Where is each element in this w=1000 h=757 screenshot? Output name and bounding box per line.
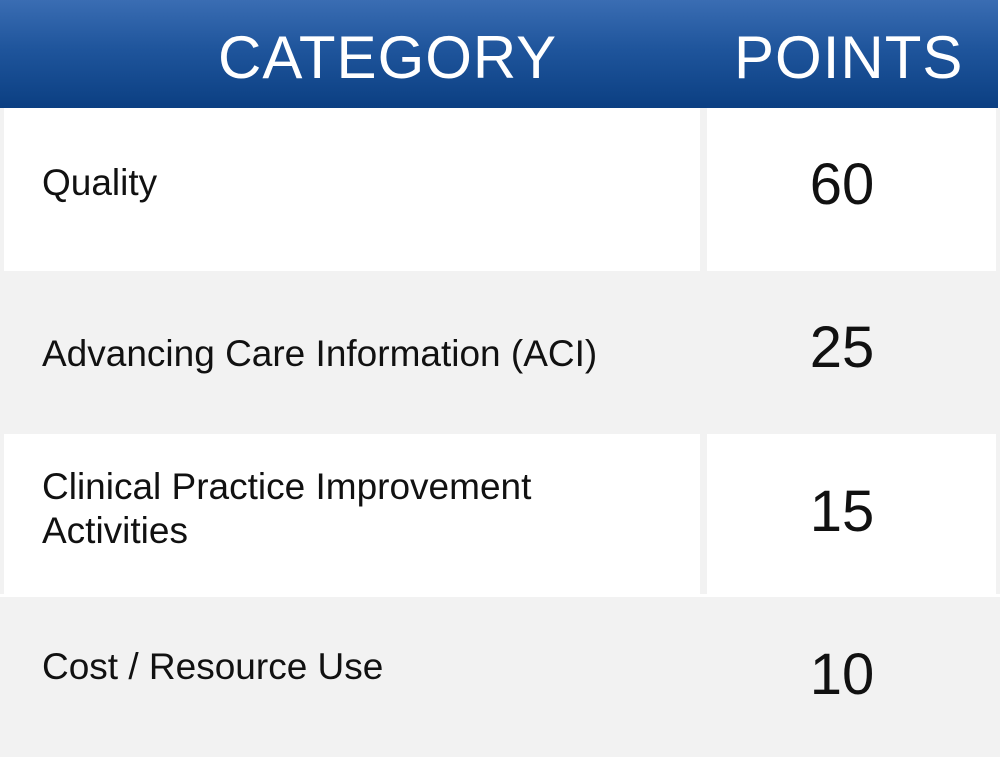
table-row: Advancing Care Information (ACI) 25 bbox=[0, 271, 1000, 434]
category-label: Cost / Resource Use bbox=[42, 646, 384, 687]
points-cell: 25 bbox=[707, 271, 996, 434]
table-row: Clinical Practice Improvement Activities… bbox=[0, 434, 1000, 594]
table-row: Cost / Resource Use 10 bbox=[0, 597, 1000, 757]
category-cell: Advancing Care Information (ACI) bbox=[4, 271, 700, 434]
category-label: Advancing Care Information (ACI) bbox=[42, 333, 598, 374]
header-category: CATEGORY bbox=[218, 24, 558, 91]
points-value: 10 bbox=[809, 642, 875, 707]
points-cell: 15 bbox=[707, 434, 996, 594]
points-cell: 60 bbox=[707, 108, 996, 271]
points-value: 15 bbox=[809, 479, 875, 544]
table-row: Quality 60 bbox=[0, 108, 1000, 271]
points-value: 60 bbox=[809, 152, 875, 217]
points-value: 25 bbox=[809, 315, 875, 380]
table-header: CATEGORY POINTS bbox=[0, 0, 998, 108]
points-cell: 10 bbox=[707, 597, 996, 757]
category-cell: Cost / Resource Use bbox=[4, 597, 700, 757]
category-label: Quality bbox=[42, 162, 158, 203]
category-cell: Clinical Practice Improvement Activities bbox=[4, 434, 700, 594]
header-points: POINTS bbox=[734, 24, 964, 91]
category-label: Clinical Practice Improvement Activities bbox=[42, 466, 532, 551]
category-cell: Quality bbox=[4, 108, 700, 271]
